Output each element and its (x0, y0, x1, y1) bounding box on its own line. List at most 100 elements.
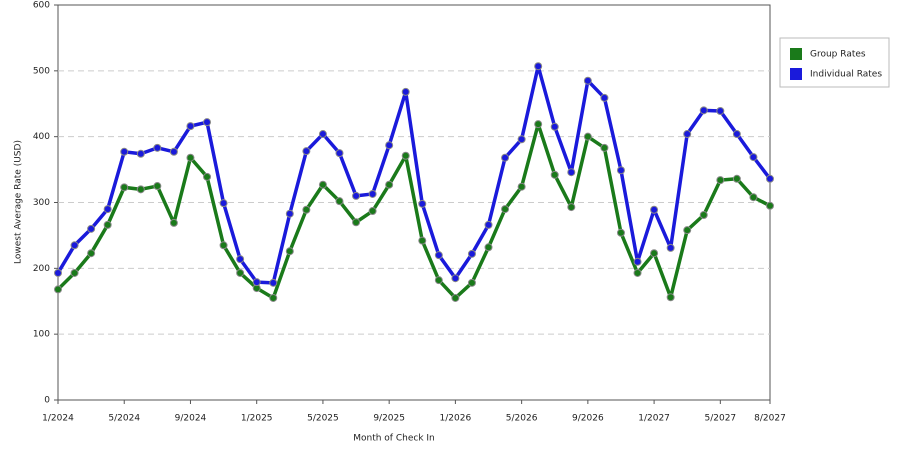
x-tick-label: 1/2025 (241, 414, 273, 424)
data-point (501, 205, 510, 214)
data-point (103, 220, 112, 229)
data-point (600, 143, 609, 152)
data-point (136, 149, 145, 158)
x-tick-label: 5/2025 (307, 414, 339, 424)
data-point (335, 197, 344, 206)
data-point (666, 243, 675, 252)
data-point (401, 151, 410, 160)
data-point (517, 182, 526, 191)
data-point (550, 170, 559, 179)
x-tick-label: 5/2026 (506, 414, 538, 424)
data-point (302, 205, 311, 214)
data-point (633, 257, 642, 266)
data-point (153, 182, 162, 191)
data-point (467, 278, 476, 287)
data-point (683, 226, 692, 235)
data-point (219, 199, 228, 208)
data-point (352, 218, 361, 227)
data-point (732, 174, 741, 183)
data-point (699, 106, 708, 115)
data-point (285, 247, 294, 256)
data-point (285, 209, 294, 218)
data-point (70, 241, 79, 250)
x-tick-label: 9/2025 (373, 414, 405, 424)
data-point (567, 168, 576, 177)
data-point (54, 268, 62, 277)
data-point (169, 218, 178, 227)
data-point (451, 293, 460, 302)
data-point (401, 87, 410, 96)
data-point (650, 249, 659, 258)
data-point (54, 285, 62, 294)
data-point (352, 191, 361, 200)
data-point (385, 141, 394, 150)
series-line (56, 64, 772, 285)
data-point (236, 255, 245, 264)
y-tick-label: 0 (44, 396, 50, 406)
y-tick-label: 600 (33, 1, 50, 11)
data-point (87, 224, 96, 233)
data-point (169, 147, 178, 156)
data-point (467, 249, 476, 258)
series-line (56, 122, 771, 300)
data-point (699, 211, 708, 220)
data-point (484, 243, 493, 252)
data-point (120, 147, 129, 156)
data-point (749, 193, 758, 202)
data-point (633, 268, 642, 277)
data-point (534, 62, 543, 71)
data-point (252, 278, 261, 287)
x-tick-label: 9/2026 (572, 414, 604, 424)
legend-swatch (790, 68, 802, 80)
data-point (318, 130, 327, 139)
x-tick-label: 5/2024 (108, 414, 140, 424)
legend-label: Group Rates (810, 50, 866, 60)
data-point (484, 220, 493, 229)
data-point (70, 268, 79, 277)
data-point (335, 149, 344, 158)
y-tick-label: 300 (33, 198, 50, 208)
data-point (616, 166, 625, 175)
data-point (203, 172, 212, 181)
data-point (219, 241, 228, 250)
data-point (368, 189, 377, 198)
data-point (186, 153, 195, 162)
data-point (517, 135, 526, 144)
data-point (434, 251, 443, 260)
y-tick-label: 500 (33, 66, 50, 76)
data-point (186, 122, 195, 131)
data-point (103, 205, 112, 214)
data-point (269, 293, 278, 302)
x-tick-label: 5/2027 (704, 414, 736, 424)
data-point (120, 183, 129, 192)
data-point (269, 278, 278, 287)
data-point (766, 201, 774, 210)
x-tick-label: 9/2024 (175, 414, 207, 424)
data-point (451, 274, 460, 283)
data-point (418, 199, 427, 208)
data-point (666, 293, 675, 302)
data-point (385, 180, 394, 189)
data-point (302, 147, 311, 156)
data-point (534, 120, 543, 129)
data-point (318, 180, 327, 189)
data-point (550, 122, 559, 131)
data-point (203, 118, 212, 127)
x-tick-label: 1/2026 (440, 414, 472, 424)
data-point (766, 174, 774, 183)
legend-swatch (790, 48, 802, 60)
x-tick-label: 1/2024 (42, 414, 74, 424)
data-point (87, 249, 96, 258)
data-point (650, 205, 659, 214)
x-tick-label: 8/2027 (754, 414, 786, 424)
data-point (368, 207, 377, 216)
data-point (600, 93, 609, 102)
data-point (236, 268, 245, 277)
y-tick-label: 400 (33, 132, 50, 142)
y-tick-label: 200 (33, 264, 50, 274)
data-point (749, 153, 758, 162)
x-tick-label: 1/2027 (638, 414, 670, 424)
y-axis-label: Lowest Average Rate (USD) (14, 140, 24, 264)
data-point (583, 76, 592, 85)
